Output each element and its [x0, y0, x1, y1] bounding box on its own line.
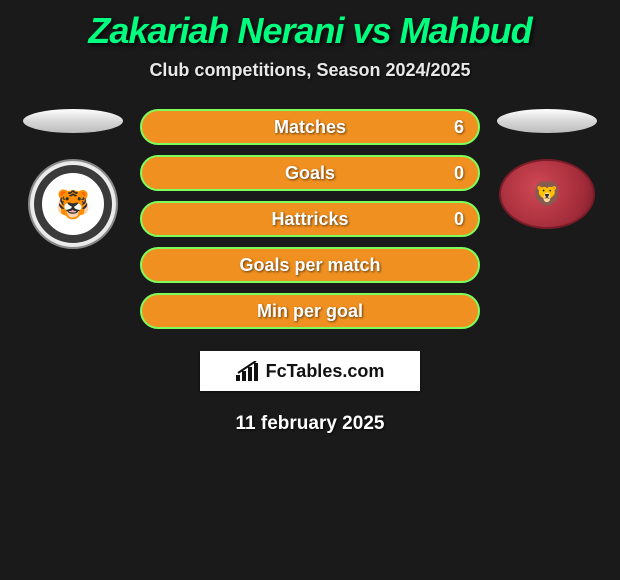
stat-label: Matches	[274, 117, 346, 138]
page-subtitle: Club competitions, Season 2024/2025	[0, 60, 620, 81]
player-left-column: 🐯	[18, 109, 128, 249]
badge-right-icon: 🦁	[532, 180, 562, 209]
club-badge-left: 🐯	[28, 159, 118, 249]
stat-bar-min-per-goal: Min per goal	[140, 293, 480, 329]
stat-label: Goals per match	[239, 255, 380, 276]
club-badge-right: 🦁	[499, 159, 595, 229]
stat-label: Min per goal	[257, 301, 363, 322]
page-title: Zakariah Nerani vs Mahbud	[0, 0, 620, 52]
stat-label: Goals	[285, 163, 335, 184]
player-right-column: 🦁	[492, 109, 602, 229]
stat-value-right: 0	[454, 163, 464, 184]
badge-left-icon: 🐯	[48, 179, 98, 229]
player-left-oval	[23, 109, 123, 133]
brand-text: FcTables.com	[266, 361, 385, 382]
stat-bar-goals: Goals 0	[140, 155, 480, 191]
chart-icon	[236, 361, 260, 381]
stat-label: Hattricks	[271, 209, 348, 230]
date-line: 11 february 2025	[0, 413, 620, 435]
stats-column: Matches 6 Goals 0 Hattricks 0 Goals per …	[140, 109, 480, 329]
stat-value-right: 6	[454, 117, 464, 138]
brand-box[interactable]: FcTables.com	[200, 351, 420, 391]
stat-bar-hattricks: Hattricks 0	[140, 201, 480, 237]
stat-bar-matches: Matches 6	[140, 109, 480, 145]
stat-bar-goals-per-match: Goals per match	[140, 247, 480, 283]
comparison-main: 🐯 Matches 6 Goals 0 Hattricks 0 Goals pe…	[0, 109, 620, 329]
player-right-oval	[497, 109, 597, 133]
stat-value-right: 0	[454, 209, 464, 230]
